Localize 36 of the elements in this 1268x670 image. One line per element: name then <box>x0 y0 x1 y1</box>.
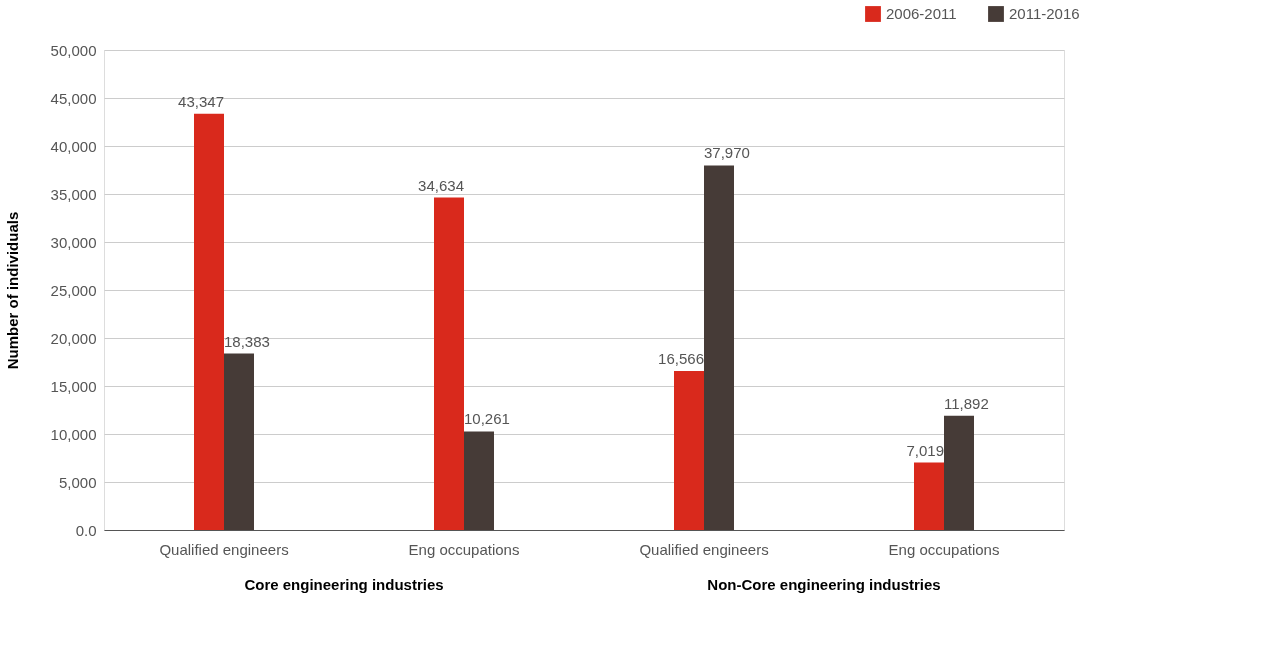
text: Non-Core engineering industries <box>707 576 941 593</box>
data-label: 16,566 <box>658 349 704 367</box>
data-label: 10,261 <box>464 410 510 428</box>
data-label: 18,383 <box>224 332 270 350</box>
legend-label: 2006-2011 <box>886 5 957 22</box>
legend-label: 2011-2016 <box>1009 5 1080 22</box>
bar <box>914 462 944 530</box>
y-tick-label: 30,000 <box>50 233 97 251</box>
y-tick-label: 50,000 <box>50 41 97 59</box>
text: Core engineering industries <box>244 576 444 593</box>
y-tick-label: 20,000 <box>50 329 97 347</box>
bar <box>464 431 494 530</box>
bar <box>674 370 704 530</box>
data-label: 37,970 <box>704 144 750 162</box>
y-tick-label: 25,000 <box>50 281 97 299</box>
data-label: 11,892 <box>944 394 989 412</box>
x-tick-label: Qualified engineers <box>159 540 289 558</box>
bar <box>944 415 974 530</box>
x-tick-label: Eng occupations <box>888 540 1000 558</box>
y-tick-label: 15,000 <box>50 377 97 395</box>
y-tick-label: 45,000 <box>50 89 97 107</box>
data-label: 34,634 <box>418 176 464 194</box>
x-tick-label: Eng occupations <box>408 540 520 558</box>
bar <box>434 197 464 530</box>
data-label: 43,347 <box>178 92 224 110</box>
data-label: 7,019 <box>906 441 944 459</box>
bar <box>704 165 734 530</box>
y-tick-label: 10,000 <box>50 425 97 443</box>
bar <box>194 113 224 530</box>
y-tick-label: 0.0 <box>75 521 97 539</box>
x-tick-label: Qualified engineers <box>639 540 769 558</box>
y-tick-label: 35,000 <box>50 185 97 203</box>
y-tick-label: 5,000 <box>58 473 97 491</box>
y-axis-title: Number of individuals <box>3 211 21 370</box>
y-tick-label: 40,000 <box>50 137 97 155</box>
bar <box>224 353 254 530</box>
